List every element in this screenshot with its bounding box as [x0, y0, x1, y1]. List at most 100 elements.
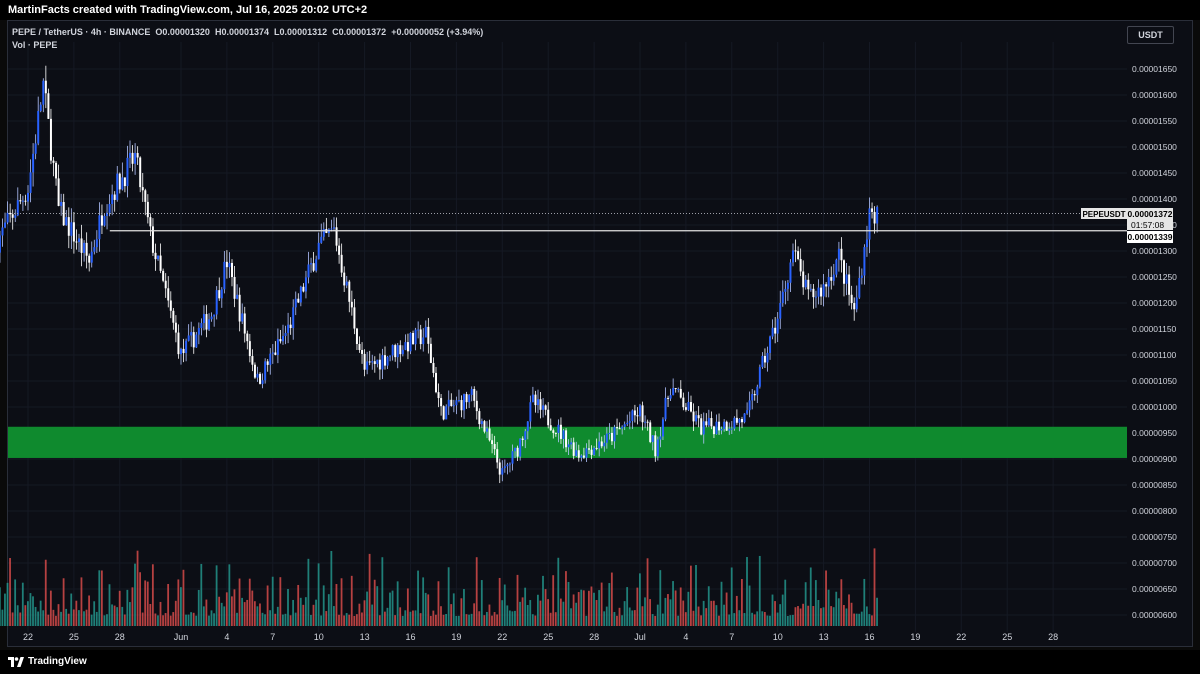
candle-body	[631, 410, 634, 421]
volume-bar	[32, 596, 34, 626]
volume-bar	[850, 602, 853, 626]
volume-bar	[865, 606, 868, 626]
candle-body	[111, 194, 114, 205]
last-price-tag-bg	[1127, 208, 1173, 230]
candle-body	[4, 222, 7, 228]
candle-body	[498, 462, 501, 475]
volume-bar	[70, 593, 73, 626]
currency-button[interactable]: USDT	[1127, 26, 1174, 44]
volume-bar	[799, 608, 802, 626]
volume-bar	[261, 612, 264, 626]
volume-bar	[348, 614, 351, 626]
volume-bar	[401, 615, 404, 626]
candle-body	[78, 238, 80, 243]
x-tick-label: 28	[589, 632, 599, 642]
candle-body	[307, 264, 310, 278]
candle-body	[394, 345, 397, 358]
volume-bar	[172, 612, 175, 626]
candle-body	[11, 214, 14, 218]
candle-body	[641, 405, 644, 423]
volume-bar	[488, 604, 491, 626]
candle-body	[797, 251, 800, 260]
candle-body	[860, 275, 863, 278]
candle-body	[98, 215, 101, 240]
candle-body	[595, 447, 598, 449]
candle-body	[501, 468, 504, 475]
x-tick-label: 22	[956, 632, 966, 642]
candle-body	[820, 287, 823, 297]
volume-bar	[483, 615, 486, 626]
candle-body	[396, 345, 399, 358]
candle-body	[287, 324, 290, 334]
chart-frame[interactable]	[7, 20, 1193, 647]
volume-bar	[355, 614, 358, 626]
volume-bar	[789, 615, 792, 626]
candle-body	[855, 297, 858, 310]
candle-body	[544, 405, 547, 410]
volume-bar	[692, 610, 695, 626]
volume-bar	[853, 613, 855, 626]
volume-bar	[636, 587, 639, 626]
candle-body	[376, 359, 379, 365]
candle-body	[506, 464, 509, 467]
volume-bar	[368, 553, 371, 626]
volume-bar	[322, 585, 325, 626]
volume-bar	[751, 612, 753, 626]
volume-bar	[577, 592, 580, 626]
candle-body	[669, 395, 672, 399]
volume-bar	[613, 611, 616, 626]
candle-body	[730, 428, 733, 430]
volume-bar	[496, 614, 498, 626]
candle-body	[503, 466, 506, 469]
volume-bar	[315, 599, 317, 626]
y-tick-label: 0.00001100	[1132, 350, 1177, 360]
volume-bar	[289, 615, 292, 626]
candle-body	[246, 333, 249, 342]
candle-body	[174, 322, 177, 333]
candle-body	[756, 386, 759, 396]
candle-body	[146, 201, 149, 218]
tradingview-logo[interactable]: TradingView	[8, 655, 87, 668]
candle-body	[600, 441, 603, 447]
candle-body	[27, 192, 29, 202]
candle-body	[297, 298, 300, 303]
candle-body	[182, 348, 185, 354]
candle-body	[55, 162, 58, 179]
volume-bar	[503, 584, 506, 626]
y-tick-label: 0.00000950	[1132, 428, 1177, 438]
candle-body	[480, 421, 483, 425]
volume-bar	[243, 602, 246, 626]
candle-body	[651, 435, 654, 442]
candle-body	[728, 428, 731, 431]
candle-body	[705, 421, 708, 426]
volume-bar	[29, 593, 32, 626]
candle-body	[547, 409, 550, 426]
y-tick-label: 0.00000850	[1132, 480, 1177, 490]
candle-body	[39, 104, 42, 111]
candle-body	[858, 277, 861, 298]
volume-bar	[537, 594, 539, 626]
volume-bar	[674, 590, 677, 626]
volume-bar	[123, 614, 126, 626]
candle-body	[322, 228, 325, 237]
candle-body	[85, 242, 88, 256]
volume-bar	[215, 565, 218, 626]
candle-body	[524, 431, 527, 440]
candle-body	[180, 348, 182, 355]
volume-bar	[164, 613, 167, 626]
volume-bar	[506, 605, 509, 626]
candle-body	[320, 236, 323, 243]
candle-body	[126, 157, 129, 187]
candle-body	[621, 426, 624, 429]
volume-bar	[542, 575, 544, 626]
volume-bar	[784, 579, 787, 626]
volume-bar	[832, 607, 835, 626]
candle-body	[483, 421, 486, 432]
candle-body	[649, 422, 652, 442]
volume-bar	[514, 610, 516, 626]
candle-body	[304, 277, 307, 292]
volume-bar	[761, 611, 764, 626]
close-value: 0.00001372	[338, 27, 387, 37]
candle-body	[475, 400, 478, 412]
